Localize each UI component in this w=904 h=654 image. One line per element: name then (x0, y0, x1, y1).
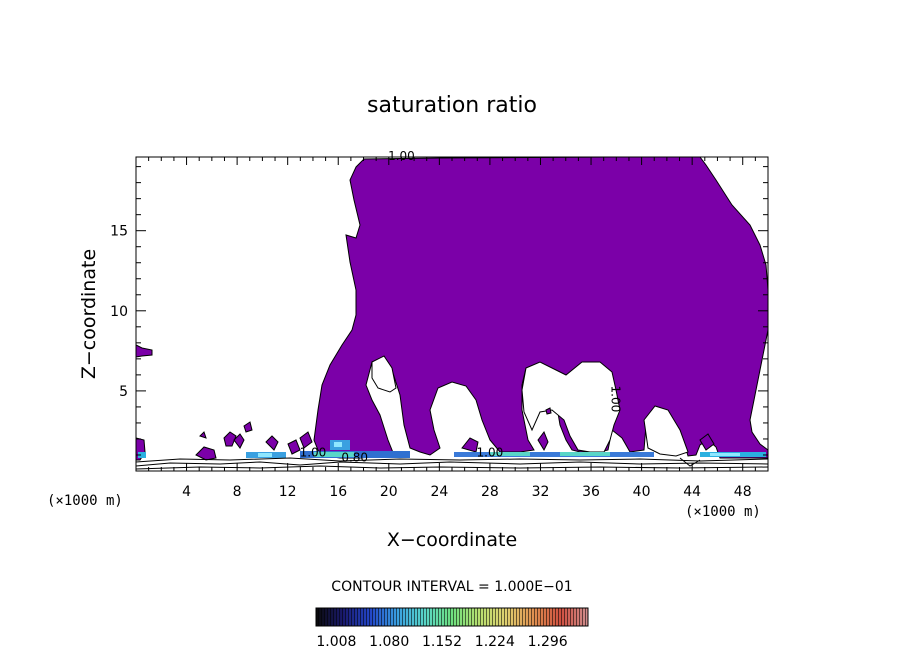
x-tick-label: 16 (329, 484, 347, 500)
x-tick-label: 48 (734, 484, 752, 500)
x-tick-label: 28 (481, 484, 499, 500)
x-tick-label: 4 (182, 484, 191, 500)
contour-label: 0.80 (341, 450, 368, 464)
x-tick-label: 32 (532, 484, 550, 500)
x-axis-ticks: 4 8 12 16 20 24 28 32 36 40 44 48 (148, 157, 756, 500)
contour-label: 1.00 (608, 386, 622, 413)
cloud-cell (545, 407, 552, 415)
cloud-cell (136, 344, 153, 358)
cloud-cell (233, 433, 245, 449)
cloud-cell (461, 437, 479, 453)
x-tick-label: 12 (279, 484, 297, 500)
x-tick-label: 20 (380, 484, 398, 500)
contour-labels: 1.00 1.00 1.00 0.80 1.00 (300, 149, 623, 464)
cloud-cell (287, 439, 301, 455)
colorbar-tick-label: 1.152 (422, 634, 462, 650)
contour-label: 1.00 (477, 446, 504, 460)
x-tick-label: 40 (633, 484, 651, 500)
y-axis-label: Z−coordinate (78, 249, 100, 379)
cloud-hole (371, 355, 397, 393)
x-axis-label: X−coordinate (387, 529, 517, 551)
cloud-cell (223, 431, 237, 447)
x-unit-left: (×1000 m) (47, 493, 123, 509)
cloud-cell (199, 431, 207, 439)
contour-interval-text: CONTOUR INTERVAL = 1.000E−01 (331, 579, 572, 595)
x-tick-label: 36 (582, 484, 600, 500)
cloud-hole (521, 361, 621, 453)
plot-area (136, 157, 768, 471)
y-tick-label: 15 (110, 224, 128, 240)
y-tick-label: 5 (119, 384, 128, 400)
colorbar-tick-label: 1.008 (316, 634, 356, 650)
x-tick-label: 24 (430, 484, 448, 500)
surface-contours (136, 457, 768, 470)
cloud-cell (537, 430, 549, 452)
x-tick-label: 8 (233, 484, 242, 500)
cloud-cell (699, 433, 715, 451)
y-tick-label: 10 (110, 304, 128, 320)
colorbar-tick-label: 1.080 (369, 634, 409, 650)
cloud-hole (643, 405, 689, 457)
low-level-band (138, 440, 766, 458)
cloud-cell (265, 435, 279, 451)
cloud-cell (243, 421, 253, 433)
y-axis-ticks: 5 10 15 (110, 166, 768, 456)
colorbar-hatch (316, 608, 588, 626)
colorbar-tick-label: 1.296 (528, 634, 568, 650)
x-unit-right: (×1000 m) (685, 504, 761, 520)
contour-label: 1.00 (300, 446, 327, 460)
colorbar-tick-label: 1.224 (475, 634, 515, 650)
contour-label: 1.00 (388, 149, 415, 163)
colorbar: 1.008 1.080 1.152 1.224 1.296 (315, 607, 589, 650)
cloud-cell (299, 431, 313, 449)
colorbar-ticks: 1.008 1.080 1.152 1.224 1.296 (316, 634, 567, 650)
chart-title: saturation ratio (367, 93, 537, 118)
x-tick-label: 44 (683, 484, 701, 500)
